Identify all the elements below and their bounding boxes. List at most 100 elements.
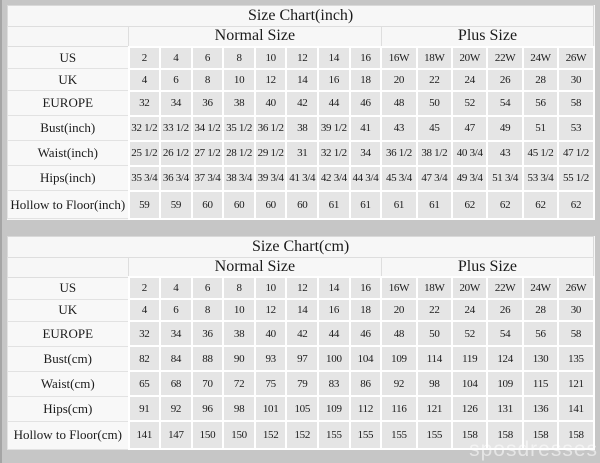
table-title: Size Chart(inch) [7,5,594,27]
size-cell-plus: 54 [486,320,524,347]
size-cell-normal: 2 [127,276,162,300]
size-cell-normal: 36 [190,320,225,347]
size-cell-normal: 39 3/4 [253,164,288,192]
size-cell-plus: 51 [521,114,560,142]
size-cell-normal: 10 [222,298,256,322]
size-cell-normal: 32 [127,89,162,117]
table-row: Hips(inch) 35 3/4 36 3/4 37 3/4 38 3/4 39 3/4… [7,164,595,192]
size-cell-plus: 26W [557,276,595,300]
size-cell-plus: 155 [415,420,454,450]
size-cell-plus: 43 [380,114,418,142]
table-row: Waist(cm) 65 68 70 72 75 79 83 86 92 98 104 109 115 12… [7,370,595,397]
size-cell-normal: 31 [285,139,320,167]
size-cell-normal: 40 [253,89,288,117]
size-cell-normal: 14 [317,45,351,70]
size-cell-normal: 75 [253,370,288,397]
size-cell-normal: 8 [190,67,225,92]
size-cell-plus: 47 1/2 [557,139,595,167]
size-cell-normal: 18 [348,67,383,92]
size-cell-normal: 93 [253,345,288,372]
table-row: EUROPE 32 34 36 38 40 42 44 46 48 50 52 54 56 58 [7,89,595,117]
size-cell-normal: 10 [253,276,288,300]
size-cell-normal: 18 [348,298,383,322]
size-cell-plus: 20 [380,298,418,322]
size-cell-plus: 58 [557,320,595,347]
size-cell-normal: 42 [285,89,320,117]
size-cell-normal: 141 [127,420,162,450]
size-cell-normal: 8 [190,298,225,322]
size-cell-normal: 8 [222,276,256,300]
size-cell-plus: 53 [557,114,595,142]
size-cell-normal: 82 [127,345,162,372]
size-cell-plus: 30 [557,67,595,92]
size-cell-plus: 24 [451,67,489,92]
corner-cell [7,256,129,278]
size-cell-plus: 109 [486,370,524,397]
size-cell-normal: 2 [127,45,162,70]
row-label: Hollow to Floor(inch) [7,190,129,219]
size-cell-normal: 34 [159,320,193,347]
size-cell-normal: 150 [190,420,225,450]
size-cell-plus: 119 [451,345,489,372]
size-cell-normal: 96 [190,395,225,422]
size-cell-plus: 26W [557,45,595,70]
size-cell-plus: 131 [486,395,524,422]
size-cell-plus: 109 [380,345,418,372]
size-cell-plus: 52 [451,320,489,347]
size-cell-normal: 59 [159,189,193,220]
size-cell-normal: 10 [253,45,288,70]
size-cell-normal: 38 [222,89,256,117]
size-cell-plus: 124 [486,345,524,372]
size-cell-plus: 51 3/4 [486,164,524,192]
size-cell-plus: 16W [380,276,418,300]
size-cell-normal: 60 [222,189,256,220]
size-cell-normal: 83 [317,370,351,397]
row-label: Hips(inch) [7,165,129,191]
size-cell-plus: 24W [521,45,560,70]
size-cell-normal: 105 [285,395,320,422]
size-cell-normal: 109 [317,395,351,422]
size-cell-normal: 147 [159,420,193,450]
size-chart-cm-table: Size Chart(cm) Normal Size Plus Size US 2 4 6 8… [7,235,595,450]
row-label: Waist(cm) [7,370,129,397]
size-cell-normal: 44 3/4 [348,164,383,192]
size-cell-plus: 121 [557,370,595,397]
size-cell-normal: 14 [285,67,320,92]
row-label: US [7,46,129,69]
group-header-normal: Normal Size [128,26,382,47]
size-cell-normal: 16 [317,298,351,322]
size-cell-normal: 86 [348,370,383,397]
size-cell-normal: 27 1/2 [190,139,225,167]
size-cell-normal: 70 [190,370,225,397]
size-cell-plus: 16W [380,45,418,70]
size-cell-plus: 50 [415,320,454,347]
size-cell-normal: 61 [348,189,383,220]
size-cell-normal: 59 [127,189,162,220]
size-cell-plus: 45 3/4 [380,164,418,192]
size-cell-plus: 136 [521,395,560,422]
size-cell-plus: 45 1/2 [521,139,560,167]
size-cell-normal: 12 [285,45,320,70]
size-cell-normal: 104 [348,345,383,372]
size-cell-normal: 92 [159,395,193,422]
size-cell-plus: 40 3/4 [451,139,489,167]
size-cell-plus: 52 [451,89,489,117]
size-cell-normal: 4 [159,45,193,70]
size-cell-normal: 101 [253,395,288,422]
size-cell-normal: 44 [317,320,351,347]
row-label: Hips(cm) [7,395,129,422]
size-cell-plus: 22W [486,45,524,70]
size-cell-normal: 91 [127,395,162,422]
size-chart-inch-table: Size Chart(inch) Normal Size Plus Size US 2 4… [7,5,595,220]
size-cell-plus: 22W [486,276,524,300]
size-cell-normal: 37 3/4 [190,164,225,192]
size-cell-plus: 47 [451,114,489,142]
size-cell-normal: 38 3/4 [222,164,256,192]
table-row: Hollow to Floor(cm) 141 147 150 150 152 152 155… [7,420,595,450]
size-cell-plus: 62 [521,189,560,220]
table-row: Bust(inch) 32 1/2 33 1/2 34 1/2 35 1/2 36 1/2… [7,114,595,142]
size-cell-normal: 40 [253,320,288,347]
size-cell-plus: 49 3/4 [451,164,489,192]
size-cell-plus: 62 [451,189,489,220]
